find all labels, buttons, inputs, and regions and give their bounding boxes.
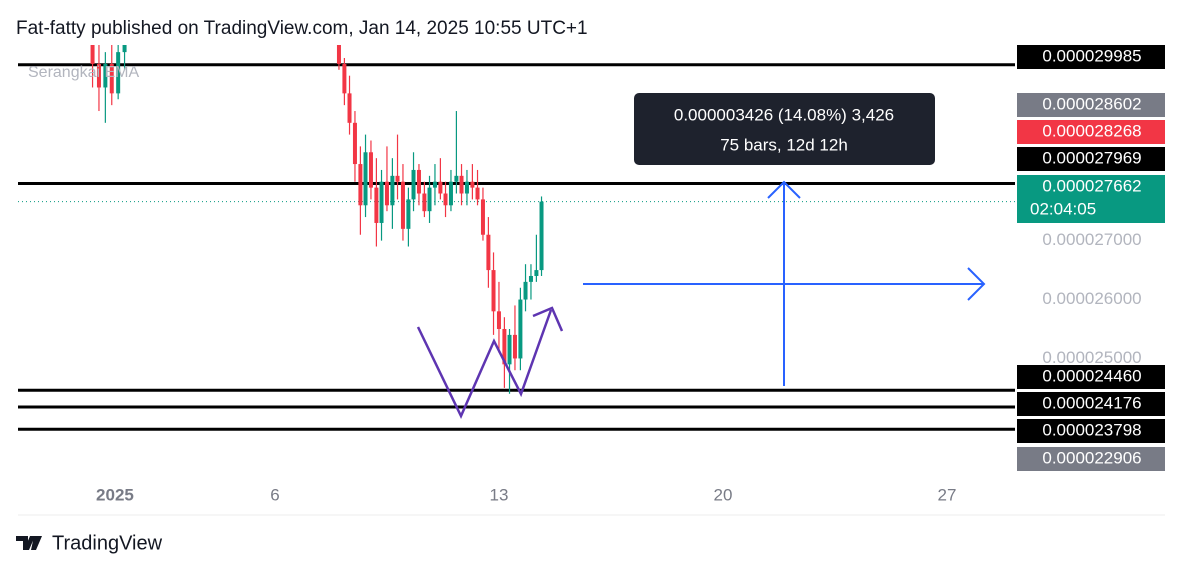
footer-logo: TradingView: [16, 532, 163, 554]
candle-body: [347, 93, 352, 123]
candle-body: [352, 122, 357, 165]
price-label-box: [1017, 419, 1165, 443]
candle-body: [464, 181, 469, 194]
candle-body: [363, 152, 368, 206]
candle-body: [454, 175, 459, 182]
candle-body: [411, 169, 416, 200]
price-marker-label: 0.000022906: [1042, 448, 1141, 467]
price-marker-box: [1017, 120, 1165, 144]
candle-body: [448, 181, 453, 206]
candle-body: [480, 199, 485, 235]
candle-body: [406, 199, 411, 229]
candle-body: [103, 63, 108, 88]
price-label-box: [1017, 392, 1165, 416]
tooltip-line: 75 bars, 12d 12h: [720, 135, 848, 154]
tooltip-line: 0.000003426 (14.08%) 3,426: [674, 105, 894, 124]
arrowhead: [967, 267, 986, 301]
candle-body: [384, 181, 389, 206]
y-tick-label: 0.000025000: [1042, 348, 1141, 367]
candle-body: [374, 187, 379, 223]
header: Fat-fatty published on TradingView.com, …: [16, 18, 588, 39]
measure-tooltip: 0.000003426 (14.08%) 3,426 75 bars, 12d …: [634, 93, 935, 165]
price-label: 0.000029985: [1042, 46, 1141, 65]
candle-body: [486, 234, 491, 271]
candle-body: [379, 181, 384, 223]
candle-body: [507, 334, 512, 365]
countdown: 02:04:05: [1030, 199, 1096, 218]
w-pattern: [416, 309, 553, 419]
x-tick-label: 20: [713, 485, 732, 504]
candle-body: [96, 63, 101, 88]
price-label-box: [1017, 147, 1165, 171]
x-tick-label: 2025: [96, 485, 134, 504]
candle-body: [116, 52, 121, 94]
candle-body: [534, 270, 539, 276]
candle-body: [438, 181, 443, 194]
candle-body: [109, 63, 114, 94]
arrowhead: [767, 180, 801, 199]
candle-body: [491, 270, 496, 312]
price-label: 0.000023798: [1042, 420, 1141, 439]
current-price-box: [1017, 175, 1165, 223]
y-tick-label: 0.000027000: [1042, 230, 1141, 249]
candle-body: [528, 275, 533, 282]
drawings: [416, 180, 986, 419]
indicator-label: Serangkai EMA: [28, 64, 139, 81]
plot-area: [18, 45, 1015, 431]
price-marker-label: 0.000028602: [1042, 94, 1141, 113]
tooltip-box: [634, 93, 935, 165]
candle-body: [122, 45, 127, 53]
price-label: 0.000024176: [1042, 393, 1141, 412]
price-marker-box: [1017, 93, 1165, 117]
candle-body: [512, 334, 517, 359]
x-tick-label: 6: [270, 485, 279, 504]
candle-body: [518, 299, 523, 359]
x-tick-label: 13: [489, 485, 508, 504]
candle-body: [90, 45, 95, 64]
w-arrowhead: [532, 306, 564, 332]
price-axis: 0.0000270000.0000260000.0000250000.00002…: [1017, 45, 1165, 471]
candle-body: [422, 193, 427, 212]
candle-body: [459, 175, 464, 194]
price-marker-box: [1017, 447, 1165, 471]
candle-body: [400, 181, 405, 229]
y-tick-label: 0.000026000: [1042, 289, 1141, 308]
candle-body: [523, 281, 528, 300]
candle-body: [502, 328, 507, 365]
price-label-box: [1017, 45, 1165, 69]
candle-body: [432, 181, 437, 188]
current-price-label: 0.000027662: [1042, 176, 1141, 195]
price-label: 0.000024460: [1042, 366, 1141, 385]
candle-body: [475, 187, 480, 200]
x-tick-label: 27: [937, 485, 956, 504]
candle-body: [470, 181, 475, 188]
logo-icon: [16, 536, 42, 550]
candle-body: [336, 45, 341, 64]
candle-body: [368, 152, 373, 188]
candle-body: [539, 201, 544, 271]
candle-body: [390, 175, 395, 206]
candle-body: [496, 311, 501, 329]
price-marker-label: 0.000028268: [1042, 121, 1141, 140]
candle-body: [358, 164, 363, 206]
candle-body: [395, 175, 400, 182]
candle-body: [342, 63, 347, 94]
candle-body: [416, 169, 421, 194]
candle-body: [427, 187, 432, 212]
price-label: 0.000027969: [1042, 148, 1141, 167]
footer: TradingView: [52, 532, 163, 554]
price-label-box: [1017, 365, 1165, 389]
candle-body: [443, 193, 448, 206]
